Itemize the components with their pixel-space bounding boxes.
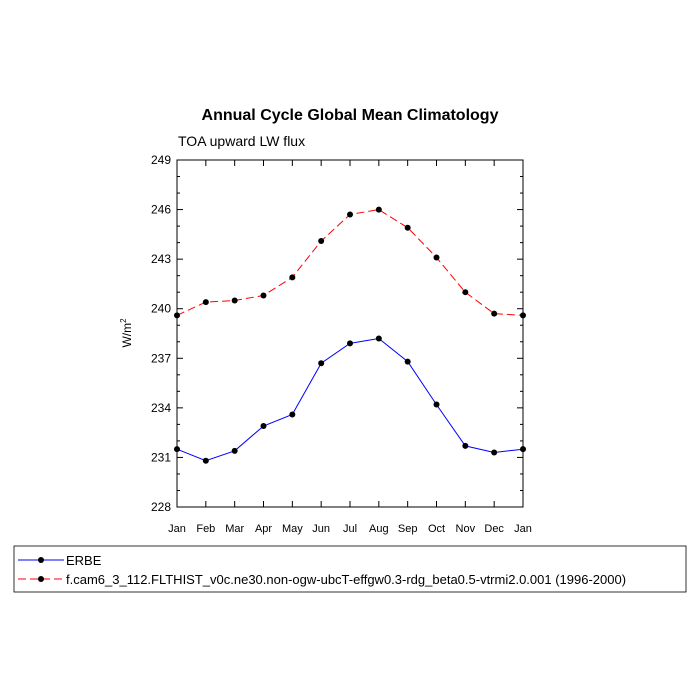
data-point — [202, 457, 209, 464]
legend-label-2: f.cam6_3_112.FLTHIST_v0c.ne30.non-ogw-ub… — [66, 572, 626, 587]
data-point — [318, 360, 325, 367]
y-tick-label: 243 — [151, 252, 171, 266]
series-line-2 — [176, 209, 524, 316]
y-tick-label: 249 — [151, 153, 171, 167]
data-point — [404, 224, 411, 231]
data-point — [260, 292, 267, 299]
legend-box — [13, 545, 687, 593]
y-tick-label: 231 — [151, 450, 171, 464]
y-tick-label: 228 — [151, 500, 171, 514]
x-tick-label: Jan — [514, 523, 532, 535]
data-point — [375, 206, 382, 213]
axis-ticks — [176, 159, 524, 508]
y-axis-label-superscript: 2 — [119, 318, 128, 323]
data-point — [404, 358, 411, 365]
series-line-1 — [176, 337, 524, 462]
x-tick-label: Jun — [312, 523, 330, 535]
data-point — [491, 449, 498, 456]
data-point — [347, 340, 353, 347]
y-axis-label-unit: W/m — [120, 323, 134, 348]
x-tick-label: Oct — [428, 523, 445, 535]
plot-frame — [176, 159, 524, 508]
y-tick-label: 237 — [151, 351, 171, 365]
chart-subtitle: TOA upward LW flux — [178, 133, 305, 149]
chart-title: Annual Cycle Global Mean Climatology — [202, 107, 499, 124]
x-tick-label: May — [282, 523, 303, 535]
data-point — [491, 310, 498, 317]
data-point — [202, 299, 209, 306]
data-point — [289, 274, 296, 281]
legend-marker-2 — [38, 576, 44, 582]
data-point — [462, 289, 469, 296]
data-point — [260, 423, 267, 430]
y-tick-label: 240 — [151, 302, 171, 316]
x-tick-label: Nov — [456, 523, 476, 535]
x-tick-label: Dec — [484, 523, 504, 535]
y-tick-label: 234 — [151, 401, 171, 415]
x-tick-label: Aug — [369, 523, 389, 535]
data-point — [347, 211, 353, 218]
x-tick-label: Feb — [196, 523, 215, 535]
data-point — [231, 297, 238, 304]
data-point — [433, 401, 440, 408]
x-tick-label: Apr — [255, 523, 272, 535]
legend: ERBE f.cam6_3_112.FLTHIST_v0c.ne30.non-og… — [18, 553, 626, 587]
data-point — [462, 442, 469, 449]
y-tick-label: 246 — [151, 203, 171, 217]
x-tick-label: Sep — [398, 523, 418, 535]
data-point — [231, 447, 238, 454]
x-tick-label: Mar — [225, 523, 244, 535]
data-series — [174, 206, 526, 464]
data-point — [433, 254, 440, 261]
y-axis-label: W/m2 — [119, 318, 134, 348]
tick-labels: 228 231 234 237 240 243 246 249 Jan Feb Mar Apr May J… — [151, 153, 532, 535]
data-point — [289, 411, 296, 418]
data-point — [375, 335, 382, 342]
x-tick-label: Jul — [343, 523, 357, 535]
legend-label-1: ERBE — [66, 553, 102, 568]
data-point — [318, 237, 325, 244]
legend-marker-1 — [38, 557, 44, 563]
x-tick-label: Jan — [168, 523, 186, 535]
